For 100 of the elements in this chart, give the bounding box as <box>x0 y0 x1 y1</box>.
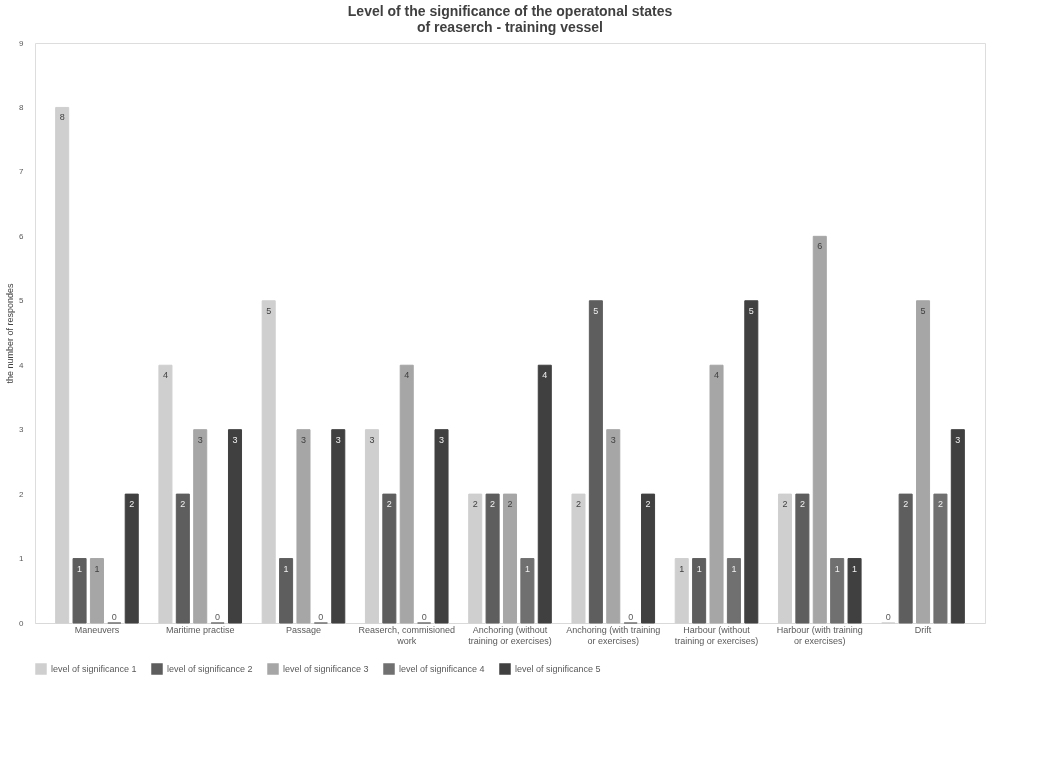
bar <box>175 493 190 624</box>
bar <box>709 364 724 624</box>
x-tick-label: Passage <box>285 624 321 635</box>
data-label: 5 <box>920 305 926 316</box>
data-label: 5 <box>593 305 599 316</box>
data-label: 2 <box>129 499 135 510</box>
data-label: 8 <box>59 112 65 123</box>
data-label: 1 <box>696 563 702 574</box>
data-label: 3 <box>369 434 375 445</box>
bar <box>726 558 741 624</box>
x-tick-label: Anchoring (without training or exercises) <box>468 624 552 646</box>
bar <box>933 493 948 624</box>
bar <box>502 493 518 624</box>
data-label: 1 <box>679 563 685 574</box>
bar <box>89 558 104 624</box>
data-label: 3 <box>610 434 616 445</box>
bar <box>279 558 294 624</box>
y-tick-label: 8 <box>19 102 25 112</box>
data-label: 1 <box>524 563 530 574</box>
bar <box>485 493 500 624</box>
bar <box>520 558 535 624</box>
bar <box>434 429 449 624</box>
bar <box>812 235 827 624</box>
data-label: 6 <box>817 241 823 252</box>
bar <box>296 429 311 624</box>
data-label: 4 <box>714 370 720 381</box>
legend-label: level of significance 5 <box>515 664 601 674</box>
x-tick-label: Harbour (with training or exercises) <box>776 624 863 646</box>
bar <box>847 558 862 624</box>
x-tick-label: Drift <box>914 624 932 635</box>
bar <box>692 558 707 624</box>
data-label: 2 <box>472 499 478 510</box>
legend-label: level of significance 4 <box>399 664 485 674</box>
bar <box>537 364 552 624</box>
data-label: 3 <box>300 434 306 445</box>
text: of reaserch - training vessel <box>417 19 603 35</box>
bar <box>744 300 759 624</box>
x-tick-label: Harbour (without training or exercises) <box>674 624 759 646</box>
data-label: 0 <box>215 612 221 622</box>
data-label: 0 <box>628 612 634 622</box>
x-tick-label: Anchoring (with training or exercises) <box>566 624 661 646</box>
y-tick-label: 6 <box>19 231 25 241</box>
data-label: 3 <box>197 434 203 445</box>
data-label: 5 <box>748 305 754 316</box>
bar <box>950 429 965 624</box>
data-label: 1 <box>731 563 737 574</box>
legend-label: level of significance 2 <box>167 664 253 674</box>
y-tick-label: 5 <box>19 296 25 306</box>
data-label: 4 <box>162 370 168 381</box>
data-label: 0 <box>318 612 324 622</box>
bar <box>193 429 208 624</box>
data-label: 1 <box>852 563 858 574</box>
data-label: 0 <box>885 612 891 622</box>
data-label: 2 <box>903 499 909 510</box>
bar <box>331 429 346 624</box>
y-tick-label: 1 <box>19 554 25 564</box>
data-label: 2 <box>645 499 651 510</box>
text: Level of the significance of the operatonal states <box>347 3 673 19</box>
data-label: 1 <box>283 563 289 574</box>
data-label: 2 <box>799 499 805 510</box>
data-label: 2 <box>937 499 943 510</box>
data-label: 1 <box>94 563 100 574</box>
bar <box>830 558 845 624</box>
data-label: 3 <box>335 434 341 445</box>
data-label: 1 <box>834 563 840 574</box>
data-label: 0 <box>111 612 117 622</box>
y-tick-label: 2 <box>19 489 25 499</box>
bar <box>606 429 621 624</box>
bar <box>72 558 87 624</box>
data-label: 1 <box>77 563 83 574</box>
y-axis-title: the number of respondes <box>5 282 16 384</box>
legend-label: level of significance 1 <box>51 664 137 674</box>
bar <box>399 364 414 624</box>
data-label: 4 <box>404 370 410 381</box>
bar <box>227 429 243 624</box>
y-tick-label: 4 <box>19 360 25 370</box>
bar <box>916 300 931 624</box>
data-label: 2 <box>386 499 392 510</box>
y-tick-label: 0 <box>19 618 25 628</box>
x-tick-label: Maritime practise <box>165 624 235 635</box>
y-tick-label: 7 <box>19 167 25 177</box>
bar <box>588 300 603 624</box>
bar <box>382 493 397 624</box>
legend-label: level of significance 3 <box>283 664 369 674</box>
data-label: 2 <box>575 499 581 510</box>
bar <box>898 493 913 624</box>
data-label: 4 <box>542 370 548 381</box>
data-label: 3 <box>232 434 238 445</box>
y-tick-label: 3 <box>19 425 25 435</box>
data-label: 2 <box>782 499 788 510</box>
bar <box>124 493 139 624</box>
data-label: 5 <box>266 305 272 316</box>
x-tick-label: Maneuvers <box>74 624 120 635</box>
y-tick-label: 9 <box>19 38 25 48</box>
data-label: 2 <box>490 499 496 510</box>
data-label: 2 <box>507 499 513 510</box>
data-label: 3 <box>439 434 445 445</box>
data-label: 0 <box>421 612 427 622</box>
data-label: 2 <box>180 499 186 510</box>
bar <box>795 493 810 624</box>
